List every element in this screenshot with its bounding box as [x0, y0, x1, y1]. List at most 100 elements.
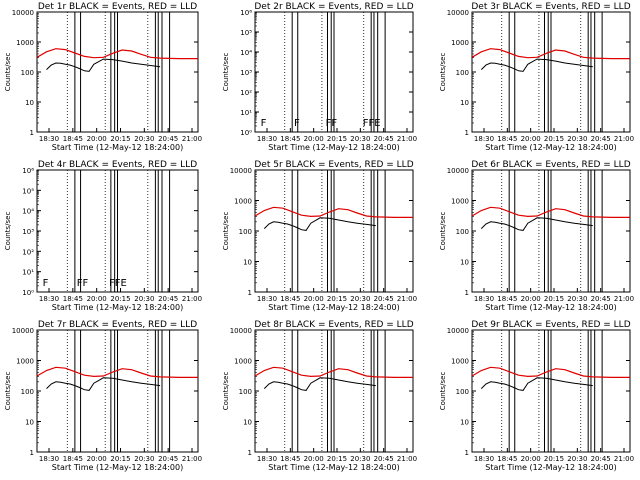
y-axis-label: Counts/sec	[222, 372, 230, 411]
x-tick-label: 20:15	[327, 295, 347, 303]
y-tick-label: 10000	[12, 9, 34, 17]
x-tick-label: 20:45	[158, 295, 178, 303]
x-tick-label: 20:45	[591, 455, 611, 463]
y-tick-label: 1000	[16, 39, 34, 47]
x-tick-label: 18:45	[63, 455, 83, 463]
x-tick-label: 20:45	[374, 135, 394, 143]
y-tick-label: 10⁰	[22, 289, 34, 297]
x-tick-label: 20:45	[374, 295, 394, 303]
x-tick-label: 20:00	[521, 295, 541, 303]
x-tick-label: 20:00	[304, 135, 324, 143]
x-tick-label: 20:15	[544, 135, 564, 143]
x-tick-label: 18:30	[474, 295, 494, 303]
y-tick-label: 100	[21, 69, 34, 77]
y-tick-label: 10³	[22, 228, 34, 236]
series-lld-line	[254, 366, 413, 378]
x-axis-label: Start Time (12-May-12 18:24:00)	[485, 463, 616, 472]
y-tick-label: 1000	[234, 358, 252, 366]
x-tick-label: 20:00	[304, 295, 324, 303]
flag-label: FFE	[363, 118, 381, 129]
y-tick-label: 10⁶	[240, 9, 252, 17]
x-tick-label: 20:30	[134, 295, 154, 303]
x-tick-label: 18:45	[280, 455, 300, 463]
y-tick-label: 1	[30, 449, 34, 457]
y-tick-label: 10⁴	[240, 49, 252, 57]
x-tick-label: 20:45	[158, 455, 178, 463]
x-axis-label: Start Time (12-May-12 18:24:00)	[52, 463, 183, 472]
y-tick-label: 10	[460, 259, 469, 267]
y-tick-label: 10⁰	[240, 129, 252, 137]
x-tick-label: 18:45	[497, 135, 517, 143]
y-tick-label: 10⁶	[22, 167, 34, 175]
x-tick-label: 20:15	[544, 455, 564, 463]
series-lld-line	[471, 206, 630, 218]
x-axis-label: Start Time (12-May-12 18:24:00)	[485, 143, 616, 152]
series-lld-line	[254, 206, 413, 218]
panel-title: Det 5r BLACK = Events, RED = LLD	[254, 160, 413, 170]
x-tick-label: 18:30	[257, 295, 277, 303]
y-tick-label: 1000	[234, 198, 252, 206]
panel-5: Det 5r BLACK = Events, RED = LLD 1 10 100 10…	[222, 160, 417, 312]
x-tick-label: 20:45	[591, 295, 611, 303]
y-tick-label: 1000	[451, 358, 469, 366]
y-tick-label: 10	[460, 419, 469, 427]
panel-9: Det 9r BLACK = Events, RED = LLD 1 10 100 10…	[439, 320, 634, 472]
y-axis-label: Counts/sec	[439, 53, 447, 92]
x-tick-label: 18:30	[39, 455, 59, 463]
y-axis-label: Counts/sec	[4, 53, 12, 92]
y-tick-label: 10000	[447, 327, 469, 335]
y-tick-label: 1000	[451, 198, 469, 206]
x-tick-label: 20:30	[134, 455, 154, 463]
series-events-line	[480, 377, 593, 391]
y-tick-label: 1	[465, 129, 469, 137]
panel-6: Det 6r BLACK = Events, RED = LLD 1 10 100 10…	[439, 160, 634, 312]
y-tick-label: 10⁵	[240, 29, 252, 37]
y-axis-label: Counts/sec	[222, 53, 230, 92]
x-tick-label: 20:00	[87, 295, 107, 303]
panel-1: Det 1r BLACK = Events, RED = LLD 1 10 100 10…	[4, 2, 202, 152]
y-tick-label: 1	[248, 289, 252, 297]
series-events-line	[46, 58, 161, 72]
series-events-line	[480, 217, 593, 231]
x-tick-label: 20:30	[350, 455, 370, 463]
x-tick-label: 18:45	[497, 295, 517, 303]
x-tick-label: 20:15	[544, 295, 564, 303]
x-axis-label: Start Time (12-May-12 18:24:00)	[268, 463, 399, 472]
y-tick-label: 10⁵	[22, 187, 34, 195]
x-tick-label: 20:15	[110, 295, 130, 303]
y-tick-label: 100	[456, 69, 469, 77]
x-axis-label: Start Time (12-May-12 18:24:00)	[52, 303, 183, 312]
x-tick-label: 20:45	[374, 455, 394, 463]
x-tick-label: 21:00	[397, 455, 417, 463]
x-tick-label: 18:30	[257, 455, 277, 463]
y-tick-label: 10000	[230, 167, 252, 175]
y-tick-label: 10¹	[22, 269, 34, 277]
panel-title: Det 6r BLACK = Events, RED = LLD	[471, 160, 630, 170]
x-tick-label: 20:15	[327, 135, 347, 143]
y-tick-label: 10²	[240, 89, 252, 97]
y-tick-label: 1000	[16, 358, 34, 366]
y-tick-label: 10³	[240, 69, 252, 77]
series-events-line	[263, 377, 376, 391]
x-tick-label: 18:45	[63, 295, 83, 303]
flag-label: F	[294, 118, 300, 129]
flag-label: F	[261, 118, 267, 129]
panel-8: Det 8r BLACK = Events, RED = LLD 1 10 100 10…	[222, 320, 417, 472]
x-axis-label: Start Time (12-May-12 18:24:00)	[52, 143, 183, 152]
y-tick-label: 100	[239, 228, 252, 236]
x-tick-label: 18:30	[474, 135, 494, 143]
x-tick-label: 20:30	[567, 135, 587, 143]
y-tick-label: 10⁴	[22, 208, 34, 216]
series-lld-line	[36, 366, 198, 378]
y-axis-label: Counts/sec	[222, 212, 230, 251]
x-axis-label: Start Time (12-May-12 18:24:00)	[268, 303, 399, 312]
x-tick-label: 21:00	[397, 295, 417, 303]
x-tick-label: 21:00	[614, 135, 634, 143]
panel-2: Det 2r BLACK = Events, RED = LLD 10⁰ 10¹ 10…	[222, 2, 417, 152]
panel-title: Det 7r BLACK = Events, RED = LLD	[38, 320, 197, 330]
y-tick-label: 1	[248, 449, 252, 457]
x-tick-label: 21:00	[614, 455, 634, 463]
flag-label: FFE	[109, 278, 127, 289]
y-axis-label: Counts/sec	[439, 212, 447, 251]
